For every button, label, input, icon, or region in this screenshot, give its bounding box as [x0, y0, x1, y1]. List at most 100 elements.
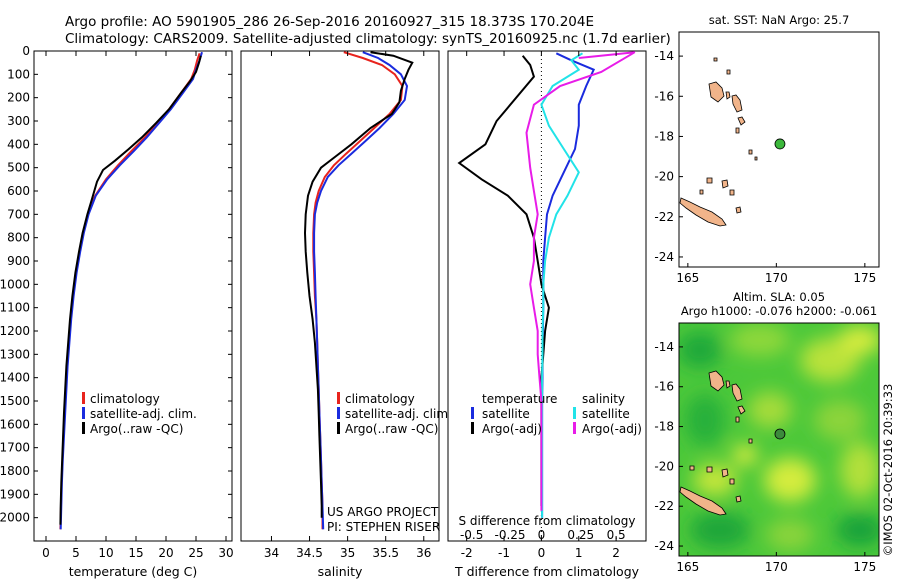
island-small	[729, 478, 735, 485]
sla-map-frame	[678, 322, 880, 557]
legend-label-argo: Argo(..raw -QC)	[90, 422, 183, 436]
map-y-tick-label: -14	[654, 340, 674, 354]
map-y-tick-label: -24	[654, 250, 674, 264]
x-tick-label: 1	[575, 546, 583, 560]
difference-panel: -2 -1 0 1 2 temperature satellite Argo(-adj)…	[447, 50, 647, 579]
sst-islands	[679, 57, 758, 227]
x-tick-label: -2	[461, 546, 473, 560]
island-small	[725, 380, 731, 389]
s-tick-label: -0.5	[460, 528, 483, 542]
salinity-frame	[240, 50, 440, 542]
depth-tick-label: 300	[7, 114, 30, 128]
legend-label-s-argo: Argo(-adj)	[582, 422, 642, 436]
island-small	[748, 438, 753, 444]
map-x-tick-label: 170	[765, 560, 788, 574]
t-difference-xlabel: T difference from climatology	[454, 564, 640, 579]
salinity-legend: climatology satellite-adj. clim. Argo(..…	[337, 392, 452, 436]
legend-swatch-sat	[337, 407, 340, 419]
s-tick-label: 0	[538, 528, 546, 542]
depth-tick-label: 800	[7, 231, 30, 245]
x-tick-label: 36	[416, 546, 431, 560]
depth-tick-label: 1400	[0, 371, 30, 385]
legend-label-t-sat: satellite	[482, 407, 530, 421]
x-tick-label: 15	[128, 546, 143, 560]
header-line2: Climatology: CARS2009. Satellite-adjuste…	[65, 31, 671, 47]
s-difference-label: S difference from climatology	[459, 514, 636, 528]
argo-float-marker	[774, 428, 786, 440]
depth-tick-label: 400	[7, 137, 30, 151]
island-small	[729, 189, 735, 196]
island-small	[721, 468, 729, 478]
legend-label-clim: climatology	[90, 392, 160, 406]
depth-tick-label: 0	[22, 44, 30, 58]
map-x-tick-label: 175	[853, 271, 876, 285]
legend-label-t-argo: Argo(-adj)	[482, 422, 542, 436]
map-y-tick-label: -24	[654, 539, 674, 553]
map-x-tick-label: 175	[853, 560, 876, 574]
legend-swatch-s-sat	[573, 407, 576, 419]
depth-tick-label: 1200	[0, 324, 30, 338]
legend-swatch-clim	[337, 392, 340, 404]
depth-tick-label: 2000	[0, 511, 30, 525]
island-small	[731, 94, 743, 113]
x-tick-label: 5	[72, 546, 80, 560]
legend-label-s-sat: satellite	[582, 407, 630, 421]
series-line-argo	[303, 51, 414, 518]
x-tick-label: -1	[498, 546, 510, 560]
island-small	[731, 383, 743, 402]
depth-tick-label: 100	[7, 67, 30, 81]
map-x-tick-label: 165	[676, 271, 699, 285]
depth-tick-label: 900	[7, 254, 30, 268]
map-y-tick-label: -16	[654, 89, 674, 103]
map-y-tick-label: -22	[654, 210, 674, 224]
series-line-argo	[59, 55, 202, 525]
new-caledonia-island	[679, 486, 727, 516]
x-tick-label: 25	[188, 546, 203, 560]
temperature-legend: climatology satellite-adj. clim. Argo(..…	[82, 392, 197, 436]
island-small	[699, 189, 704, 195]
island-small	[735, 495, 742, 503]
series-line-s-argo	[525, 51, 636, 511]
island-small	[689, 465, 695, 471]
sla-map-title2: Argo h1000: -0.076 h2000: -0.061	[681, 304, 877, 318]
legend-label-argo: Argo(..raw -QC)	[345, 422, 438, 436]
s-tick-label: 0.5	[607, 528, 626, 542]
legend-title-temperature: temperature	[482, 392, 557, 406]
island-small	[735, 127, 740, 134]
island-small	[735, 416, 740, 423]
x-tick-label: 20	[158, 546, 173, 560]
depth-tick-label: 500	[7, 161, 30, 175]
x-tick-label: 34.5	[296, 546, 323, 560]
depth-tick-label: 1300	[0, 347, 30, 361]
imos-timestamp: ©IMOS 02-Oct-2016 20:39:33	[881, 384, 895, 557]
sla-map-title1: Altim. SLA: 0.05	[733, 290, 825, 304]
map-y-tick-label: -18	[654, 420, 674, 434]
depth-tick-label: 200	[7, 91, 30, 105]
island-small	[735, 206, 742, 214]
map-y-tick-label: -22	[654, 499, 674, 513]
legend-label-clim: climatology	[345, 392, 415, 406]
legend-label-sat: satellite-adj. clim.	[345, 407, 452, 421]
legend-swatch-t-sat	[471, 407, 474, 419]
legend-swatch-sat	[82, 407, 85, 419]
depth-tick-label: 1700	[0, 441, 30, 455]
x-tick-label: 35.5	[372, 546, 399, 560]
sla-field	[679, 324, 879, 551]
s-tick-label: -0.25	[495, 528, 526, 542]
island-small	[754, 156, 758, 161]
difference-frame	[447, 50, 647, 542]
x-tick-label: 0	[538, 546, 546, 560]
temperature-panel: 0100200300400500600700800900100011001200…	[0, 44, 646, 579]
sst-map-frame	[678, 31, 880, 268]
temperature-frame	[33, 50, 233, 542]
island-small	[737, 405, 746, 415]
legend-swatch-clim	[82, 392, 85, 404]
argo-float-marker	[774, 138, 786, 150]
map-y-tick-label: -20	[654, 170, 674, 184]
x-tick-label: 30	[218, 546, 233, 560]
legend-swatch-s-argo	[573, 422, 576, 434]
island-small	[748, 149, 753, 155]
salinity-xlabel: salinity	[318, 564, 363, 579]
map-y-tick-label: -18	[654, 129, 674, 143]
